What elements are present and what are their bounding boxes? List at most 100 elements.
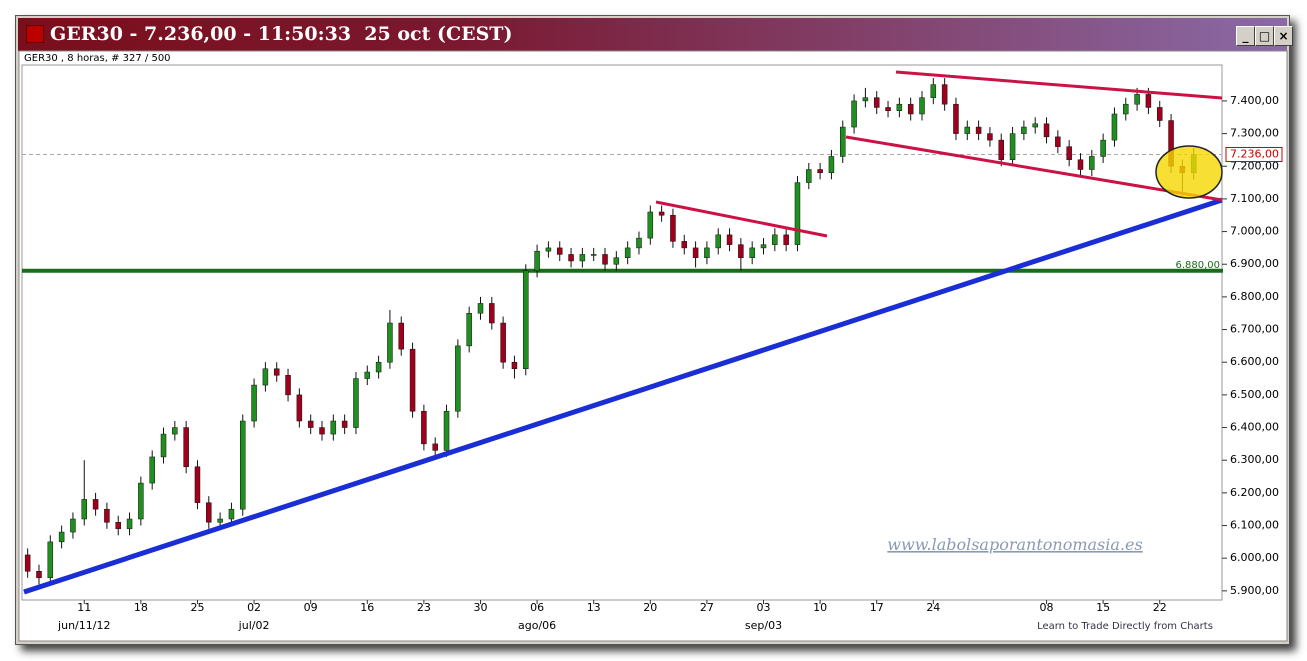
candle-body <box>47 541 54 579</box>
x-month-label: sep/03 <box>745 619 782 632</box>
candle-body <box>1156 107 1163 121</box>
candle-body <box>443 410 450 451</box>
candle-body <box>1111 113 1118 141</box>
channel-top <box>895 70 1223 100</box>
y-tick-label: 5.900,00 <box>1230 584 1279 597</box>
window-icon <box>26 25 44 43</box>
candle-body <box>568 254 574 262</box>
candle-body <box>126 518 133 530</box>
highlight-ellipse <box>1155 145 1223 199</box>
x-tick-label: 15 <box>1096 601 1110 614</box>
candle-body <box>613 257 620 265</box>
candle-body <box>1032 123 1038 128</box>
candle-body <box>1134 94 1140 105</box>
candle-body <box>817 169 823 174</box>
y-tick-label: 6.400,00 <box>1230 421 1279 434</box>
candle-body <box>579 254 586 262</box>
candle-body <box>138 482 144 520</box>
candle-body <box>206 502 212 523</box>
x-tick-label: 23 <box>417 601 431 614</box>
candle-body <box>704 247 710 258</box>
candle-body <box>896 103 903 111</box>
candle-body <box>285 375 291 396</box>
candle-body <box>1066 146 1072 160</box>
candle-body <box>194 466 201 503</box>
y-tick-label: 6.600,00 <box>1230 355 1279 368</box>
candle-body <box>24 554 31 572</box>
x-tick-label: 22 <box>1153 601 1167 614</box>
candle-body <box>636 237 642 249</box>
candle-body <box>477 303 484 314</box>
candle-body <box>341 420 348 428</box>
candle-body <box>375 361 382 373</box>
x-tick-label: 11 <box>77 601 91 614</box>
x-month-label: ago/06 <box>518 619 556 632</box>
x-tick-label: 09 <box>304 601 318 614</box>
x-tick-label: 03 <box>757 601 771 614</box>
candle-body <box>240 420 246 510</box>
channel-bottom <box>845 135 1223 202</box>
y-tick-label: 7.400,00 <box>1230 94 1279 107</box>
candle-body <box>330 420 337 435</box>
x-month-label: jul/02 <box>238 619 270 632</box>
candle-body <box>1021 126 1027 134</box>
restore-button[interactable]: □ <box>1255 26 1274 46</box>
candle-body <box>36 571 42 579</box>
candle-body <box>319 427 325 435</box>
candle-body <box>1077 159 1084 170</box>
y-tick-label: 6.300,00 <box>1230 453 1279 466</box>
candle-body <box>273 368 280 376</box>
candle-body <box>692 247 699 258</box>
candle-body <box>262 368 269 386</box>
candle-body <box>500 322 506 363</box>
candle-body <box>681 241 688 249</box>
x-tick-label: 08 <box>1040 601 1054 614</box>
candle-body <box>658 211 665 216</box>
candle-body <box>930 84 937 98</box>
x-tick-label: 06 <box>530 601 544 614</box>
x-tick-label: 13 <box>587 601 601 614</box>
last-price-label: 7.236,00 <box>1230 147 1279 160</box>
candle-body <box>590 254 597 256</box>
x-tick-label: 16 <box>360 601 374 614</box>
y-tick-label: 6.100,00 <box>1230 519 1279 532</box>
candle-body <box>353 378 359 428</box>
candle-body <box>964 126 971 134</box>
candle-body <box>647 211 654 239</box>
candle-body <box>545 247 552 252</box>
candle-body <box>840 126 846 157</box>
trend-line-support <box>23 197 1223 595</box>
candle-body <box>987 133 993 141</box>
candle-body <box>81 499 88 520</box>
candle-body <box>715 234 721 249</box>
candle-body <box>534 250 540 272</box>
close-button[interactable]: × <box>1274 26 1293 46</box>
window-title: GER30 - 7.236,00 - 11:50:33 25 oct (CEST… <box>50 23 513 45</box>
y-tick-label: 6.800,00 <box>1230 290 1279 303</box>
candle-body <box>70 518 76 533</box>
candle-body <box>941 84 948 105</box>
candle-body <box>104 508 110 523</box>
candle-body <box>92 499 99 510</box>
y-tick-label: 6.500,00 <box>1230 388 1279 401</box>
last-price-box <box>1225 146 1283 162</box>
candle-body <box>953 103 959 134</box>
candle-body <box>409 348 416 412</box>
watermark: www.labolsaporantonomasia.es <box>887 535 1142 554</box>
x-tick-label: 24 <box>926 601 940 614</box>
candle-body <box>919 97 925 115</box>
candle-body <box>862 97 869 102</box>
candle-body <box>885 107 891 111</box>
footer-note[interactable]: Learn to Trade Directly from Charts <box>1037 621 1213 632</box>
chart-subtitle: GER30 , 8 horas, # 327 / 500 <box>24 53 171 64</box>
candle-body <box>1145 94 1152 108</box>
x-tick-label: 10 <box>813 601 827 614</box>
footer-note-bg <box>1025 617 1225 633</box>
candle-body <box>828 156 835 174</box>
y-tick-label: 7.200,00 <box>1230 159 1279 172</box>
y-tick-label: 7.100,00 <box>1230 192 1279 205</box>
candle-body <box>251 384 257 422</box>
minimize-button[interactable]: _ <box>1236 26 1255 46</box>
y-tick-label: 7.300,00 <box>1230 127 1279 140</box>
x-tick-label: 17 <box>870 601 884 614</box>
